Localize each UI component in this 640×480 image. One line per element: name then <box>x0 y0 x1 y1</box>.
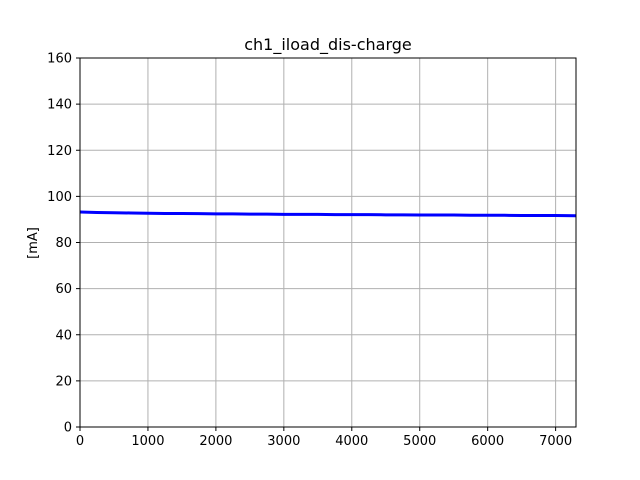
y-axis-label: [mA] <box>26 227 41 259</box>
y-tick-label: 120 <box>47 144 72 159</box>
x-tick-label: 5000 <box>403 434 436 449</box>
y-tick-label: 80 <box>55 236 72 251</box>
x-tick-label: 0 <box>76 434 84 449</box>
x-tick-label: 3000 <box>267 434 300 449</box>
y-tick-label: 20 <box>55 374 72 389</box>
y-tick-label: 60 <box>55 282 72 297</box>
chart-title: ch1_iload_dis-charge <box>244 35 412 55</box>
axis-ticks: 0 1000 2000 3000 4000 5000 6000 7000 0 20 40 60 80 10… <box>47 52 572 450</box>
y-tick-label: 160 <box>47 52 72 67</box>
series-layer <box>79 210 577 218</box>
y-tick-label: 140 <box>47 98 72 113</box>
y-tick-label: 100 <box>47 190 72 205</box>
x-tick-label: 6000 <box>471 434 504 449</box>
y-tick-label: 0 <box>64 421 72 436</box>
y-tick-label: 40 <box>55 328 72 343</box>
x-tick-label: 1000 <box>131 434 164 449</box>
x-tick-label: 2000 <box>199 434 232 449</box>
series-line <box>79 210 577 218</box>
x-tick-label: 7000 <box>539 434 572 449</box>
x-tick-label: 4000 <box>335 434 368 449</box>
